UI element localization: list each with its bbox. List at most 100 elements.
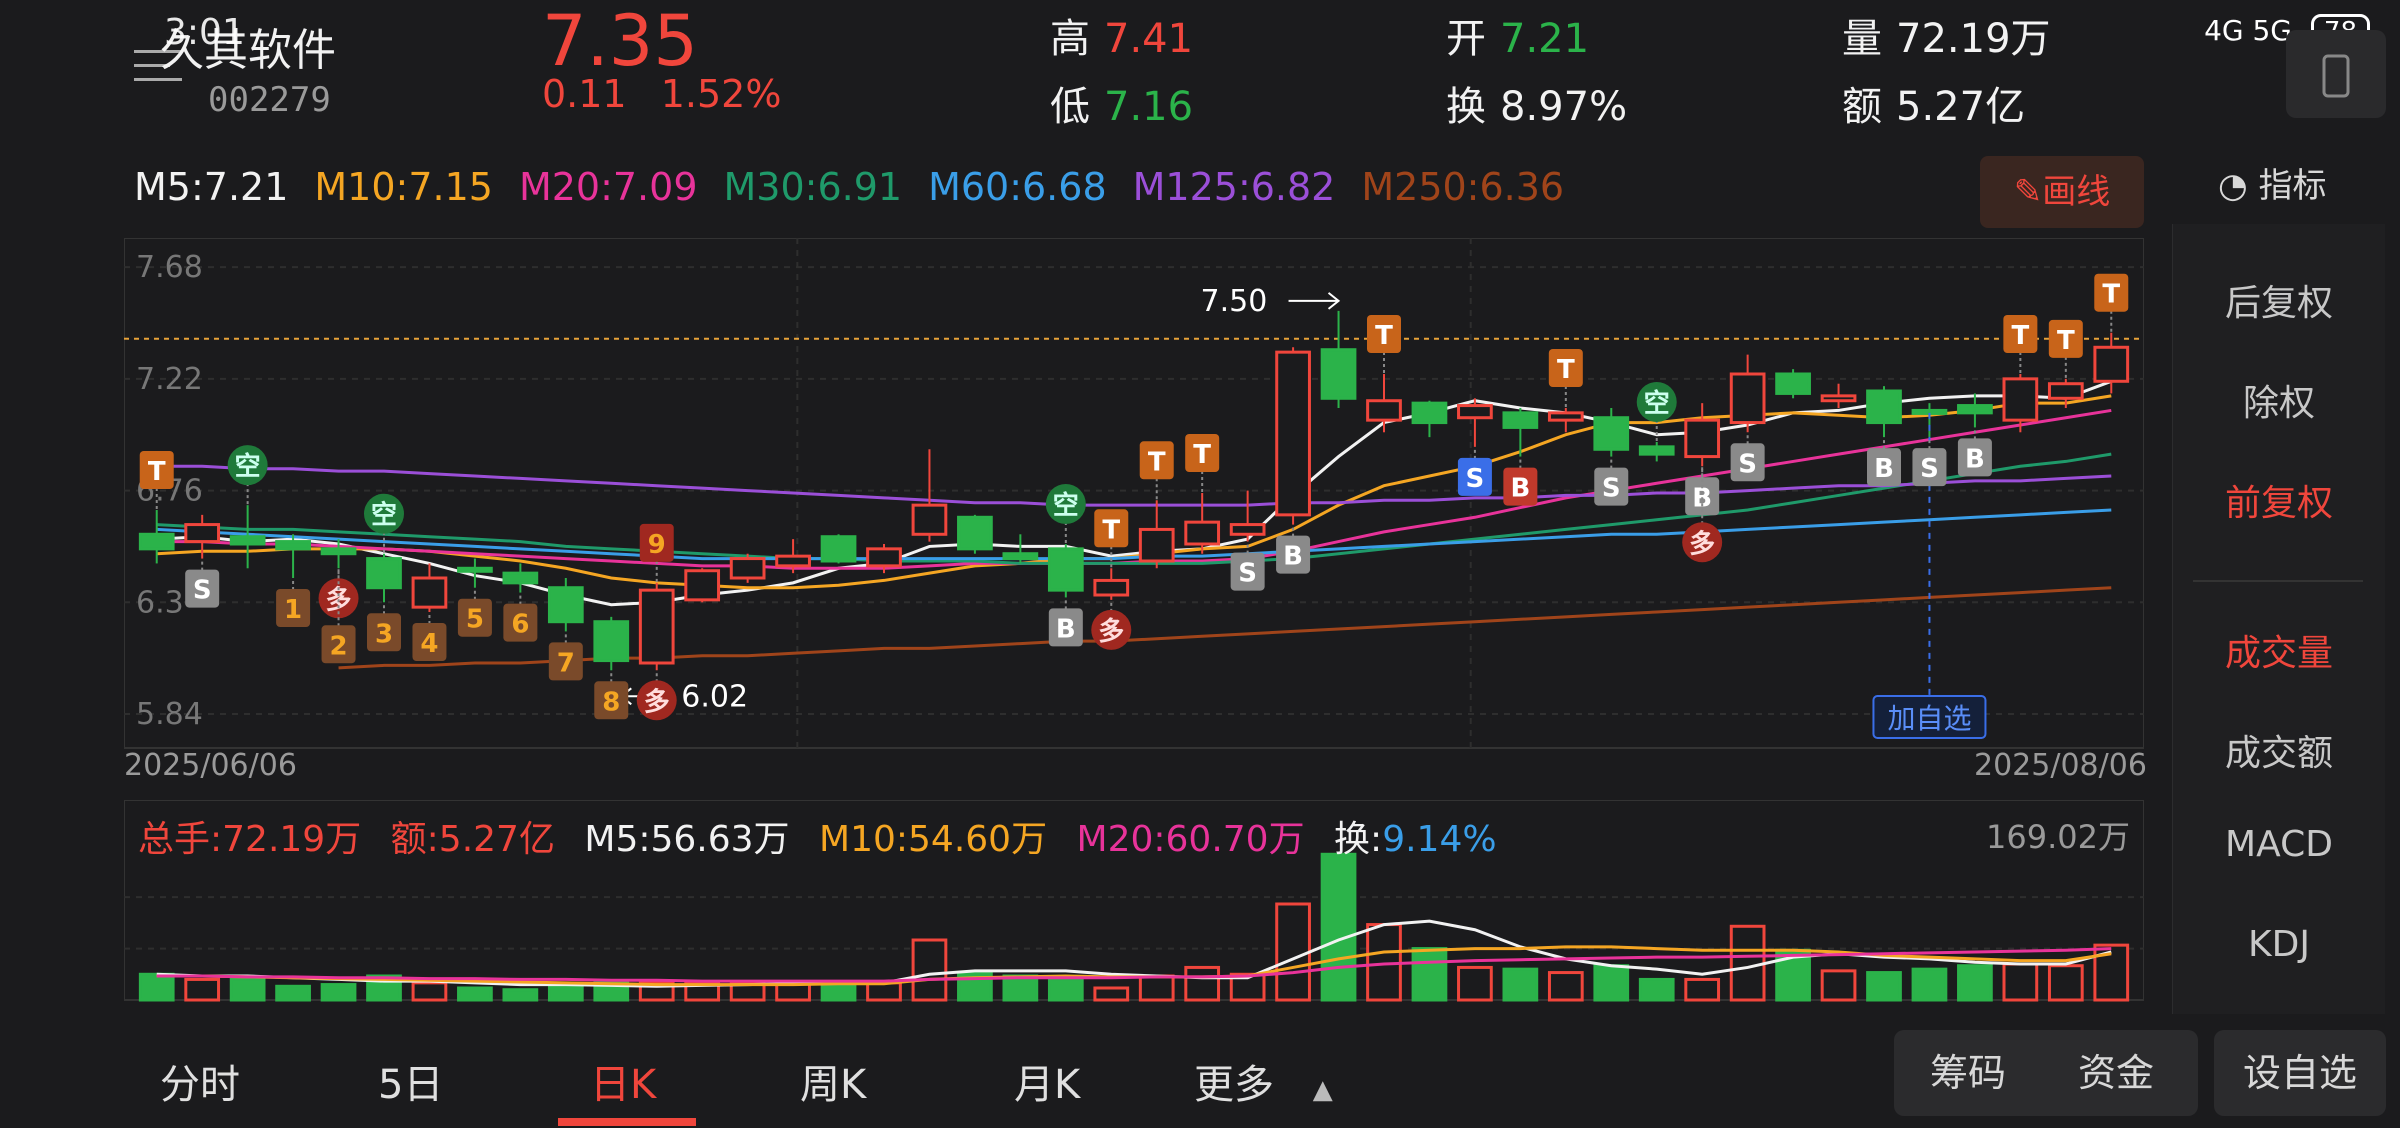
landscape-toggle-button[interactable] bbox=[2286, 30, 2386, 118]
low-label: 低 bbox=[1050, 84, 1090, 130]
candle-body bbox=[2047, 382, 2084, 400]
indicator-button[interactable]: ◔ 指标 bbox=[2218, 158, 2326, 207]
signal-badge bbox=[503, 603, 538, 642]
y-tick-label: 7.22 bbox=[136, 362, 203, 397]
candle bbox=[366, 553, 402, 603]
tab-more[interactable]: 更多 ▲ bbox=[1194, 1052, 1333, 1110]
volume-m20-label: M20:60.70万 bbox=[1076, 819, 1305, 860]
candle-body bbox=[1047, 547, 1084, 592]
side-item-3[interactable]: 成交量 bbox=[2224, 633, 2333, 674]
candle bbox=[684, 568, 721, 603]
min-price-label: 6.02 bbox=[681, 679, 748, 714]
volume-bar bbox=[729, 981, 766, 1002]
candle-body bbox=[638, 588, 675, 665]
volume-bar bbox=[684, 981, 721, 1002]
side-item-0[interactable]: 后复权 bbox=[2224, 283, 2333, 324]
signal-badge bbox=[227, 445, 268, 486]
side-item-5[interactable]: MACD bbox=[2225, 824, 2333, 865]
volume-turnover-key: 换: bbox=[1334, 819, 1383, 860]
signal-badge bbox=[276, 589, 311, 627]
candle bbox=[1411, 400, 1448, 438]
signal-label: 8 bbox=[602, 687, 620, 717]
volume-bar bbox=[1820, 969, 1857, 1002]
volume-total-label: 总手:72.19万 bbox=[138, 819, 362, 860]
candle bbox=[1775, 369, 1811, 399]
candle bbox=[411, 563, 448, 612]
signal-marker: 1 bbox=[276, 578, 311, 627]
volume-bar bbox=[911, 938, 948, 1002]
candle-body bbox=[1229, 523, 1266, 536]
side-item-2[interactable]: 前复权 bbox=[2224, 483, 2333, 524]
signal-marker: S bbox=[1457, 446, 1492, 496]
volume-ma-m20 bbox=[156, 947, 2112, 983]
volume-turnover-value: 9.14% bbox=[1382, 819, 1497, 860]
signal-marker: 空 bbox=[227, 445, 268, 506]
signal-label: T bbox=[1193, 440, 1211, 470]
signal-marker: B bbox=[1276, 524, 1311, 574]
signal-label: 7 bbox=[557, 648, 575, 678]
signal-marker: 多 bbox=[318, 568, 359, 619]
volume-chart[interactable] bbox=[124, 800, 2144, 1006]
signal-marker: S bbox=[1912, 437, 1947, 487]
stock-name[interactable]: 久其软件 bbox=[160, 25, 336, 76]
signal-label: 4 bbox=[420, 629, 438, 659]
candle bbox=[1593, 408, 1630, 457]
turnover-label: 换 bbox=[1446, 84, 1486, 130]
volume-m10-label: M10:54.60万 bbox=[819, 819, 1048, 860]
volume-bar bbox=[866, 981, 902, 1002]
volume-bar bbox=[1138, 974, 1175, 1002]
volume-bar bbox=[1275, 902, 1311, 1002]
tab-5day[interactable]: 5日 bbox=[378, 1062, 444, 1108]
chips-button[interactable]: 筹码 bbox=[1930, 1051, 2007, 1095]
high-label: 高 bbox=[1050, 16, 1090, 62]
signal-badge bbox=[318, 578, 359, 619]
candle bbox=[1957, 393, 1993, 428]
ma-legend: M5:7.21 M10:7.15 M20:7.09 M30:6.91 M60:6.68 M… bbox=[134, 165, 1590, 209]
signal-label: T bbox=[148, 457, 166, 487]
tab-weekly-k[interactable]: 周K bbox=[800, 1062, 867, 1108]
side-item-4[interactable]: 成交额 bbox=[2224, 733, 2333, 774]
chips-funds-group: 筹码 资金 bbox=[1894, 1030, 2198, 1116]
candle-body bbox=[229, 535, 266, 546]
chart-end-date: 2025/08/06 bbox=[1974, 748, 2147, 783]
draw-line-button[interactable]: ✎画线 bbox=[1980, 156, 2144, 228]
gauge-icon: ◔ bbox=[2218, 166, 2248, 206]
signal-label: 9 bbox=[648, 530, 666, 560]
signal-marker: T bbox=[2094, 273, 2129, 333]
volume-bar bbox=[1002, 974, 1039, 1002]
set-watchlist-button[interactable]: 设自选 bbox=[2214, 1030, 2386, 1116]
candle-body bbox=[1411, 401, 1448, 425]
volume-bar bbox=[229, 977, 266, 1002]
signal-label: S bbox=[193, 576, 212, 606]
signal-marker: S bbox=[1230, 541, 1265, 591]
tab-intraday[interactable]: 分时 bbox=[160, 1062, 240, 1108]
menu-icon[interactable] bbox=[134, 48, 182, 84]
candle-body bbox=[1320, 348, 1357, 400]
tab-monthly-k[interactable]: 月K bbox=[1014, 1062, 1081, 1108]
candle-body bbox=[411, 576, 448, 609]
tab-daily-k[interactable]: 日K bbox=[590, 1062, 657, 1108]
signal-badge bbox=[2003, 315, 2038, 353]
y-tick-label: 5.84 bbox=[136, 697, 203, 732]
side-item-6[interactable]: KDJ bbox=[2248, 924, 2310, 965]
signal-label: B bbox=[1283, 542, 1303, 572]
side-item-1[interactable]: 除权 bbox=[2242, 383, 2315, 424]
candle bbox=[2002, 374, 2039, 433]
low-value: 7.16 bbox=[1104, 84, 1194, 130]
candle-body bbox=[1457, 404, 1493, 420]
volume-bar bbox=[1957, 964, 1993, 1002]
signal-label: T bbox=[2057, 326, 2075, 356]
candle-body bbox=[1820, 394, 1857, 403]
candle bbox=[1366, 374, 1402, 433]
candle-body bbox=[866, 547, 902, 568]
signal-label: 多 bbox=[644, 687, 670, 717]
candle-body bbox=[1684, 418, 1721, 459]
phone-rotate-icon bbox=[2322, 54, 2350, 98]
signal-badge bbox=[321, 625, 356, 664]
signal-marker: S bbox=[1594, 456, 1629, 506]
funds-button[interactable]: 资金 bbox=[2078, 1051, 2155, 1095]
max-arrow-head bbox=[1327, 292, 1341, 310]
signal-marker: B bbox=[1957, 427, 1992, 477]
signal-badge bbox=[1139, 441, 1174, 480]
